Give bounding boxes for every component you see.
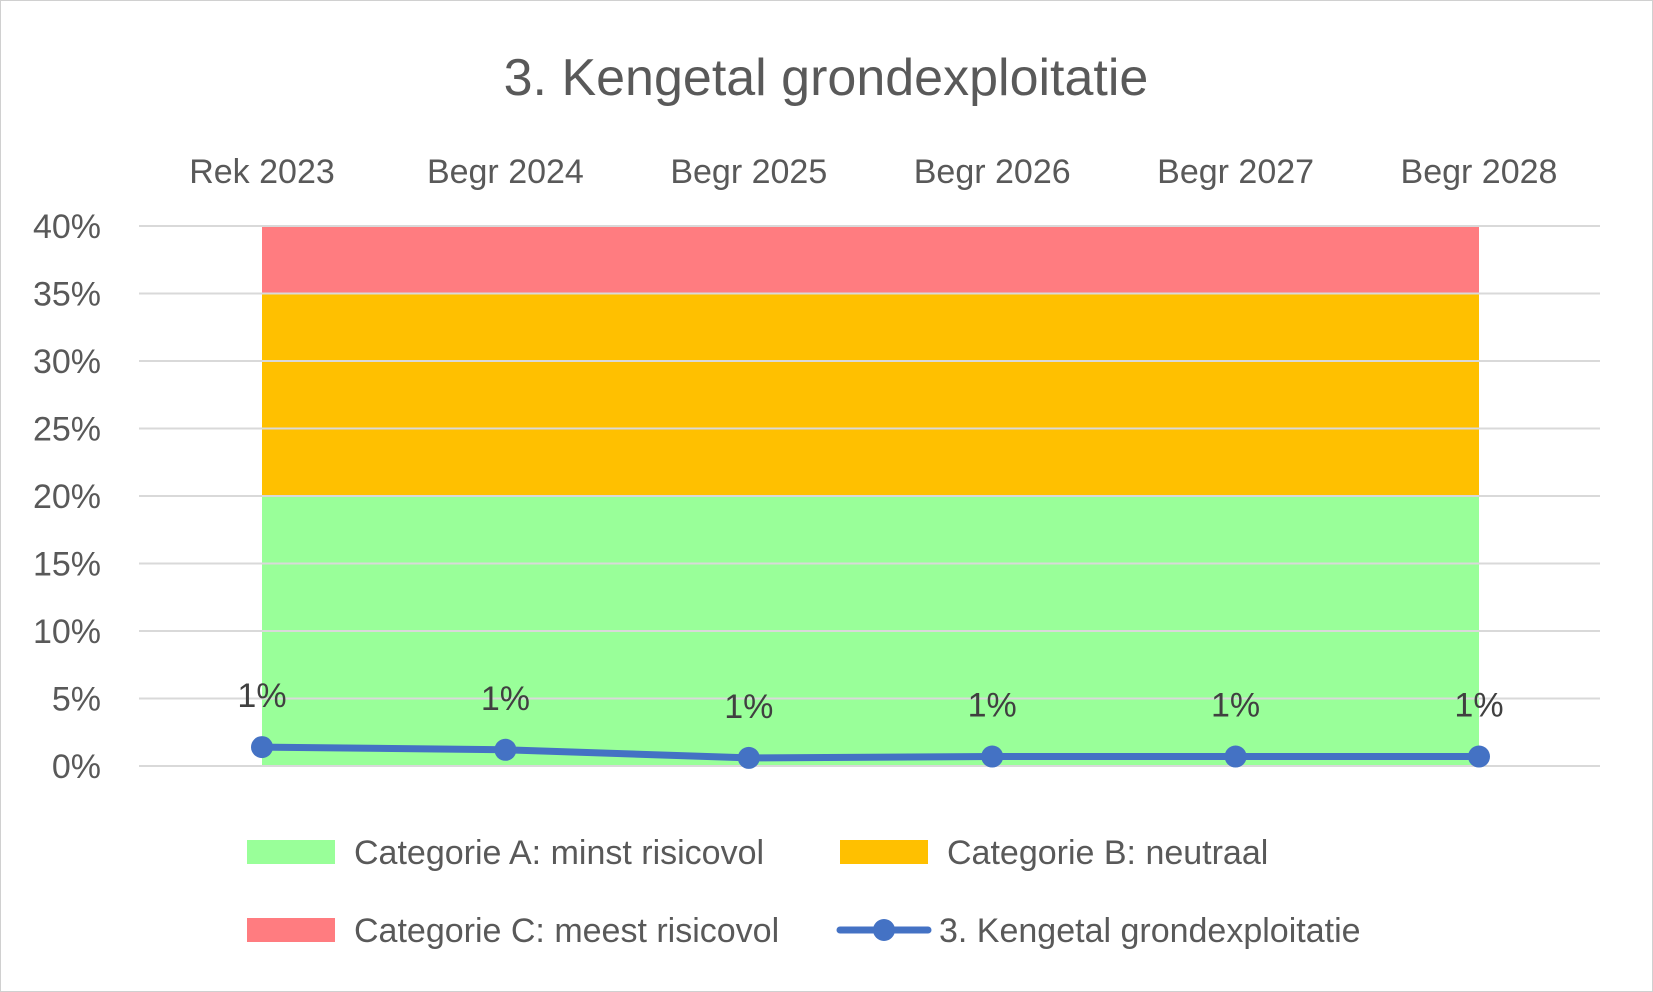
y-tick-label: 15% bbox=[33, 546, 101, 584]
data-label: 1% bbox=[1211, 687, 1260, 725]
y-tick-label: 30% bbox=[33, 343, 101, 381]
data-label: 1% bbox=[968, 687, 1017, 725]
x-tick-label: Rek 2023 bbox=[189, 153, 335, 191]
legend-swatch-marker bbox=[873, 919, 895, 941]
legend-label: Categorie B: neutraal bbox=[947, 834, 1268, 872]
data-point bbox=[1468, 745, 1490, 768]
data-labels: 1% 1% 1% 1% 1% 1% bbox=[237, 677, 1503, 726]
legend-swatch bbox=[840, 840, 928, 864]
y-tick-label: 20% bbox=[33, 478, 101, 516]
x-axis: Rek 2023 Begr 2024 Begr 2025 Begr 2026 Begr … bbox=[189, 153, 1557, 191]
data-point bbox=[981, 745, 1004, 768]
data-point bbox=[737, 746, 760, 769]
gridlines bbox=[139, 225, 1600, 767]
series-line-layer bbox=[251, 736, 1490, 769]
legend-swatch bbox=[247, 918, 335, 942]
legend-swatch bbox=[247, 840, 335, 864]
legend-label: Categorie C: meest risicovol bbox=[354, 912, 779, 950]
y-tick-label: 0% bbox=[52, 748, 101, 786]
series-line bbox=[258, 743, 1483, 762]
data-label: 1% bbox=[237, 677, 286, 715]
y-tick-label: 35% bbox=[33, 276, 101, 314]
y-tick-label: 25% bbox=[33, 411, 101, 449]
x-tick-label: Begr 2024 bbox=[427, 153, 584, 191]
data-label: 1% bbox=[724, 688, 773, 726]
y-tick-label: 40% bbox=[33, 208, 101, 246]
y-axis: 0% 5% 10% 15% 20% 25% 30% 35% 40% bbox=[33, 208, 101, 786]
band-b bbox=[262, 293, 1479, 496]
data-point bbox=[1224, 745, 1247, 768]
data-label: 1% bbox=[1454, 687, 1503, 725]
data-label: 1% bbox=[481, 680, 530, 718]
x-tick-label: Begr 2026 bbox=[914, 153, 1071, 191]
data-point bbox=[251, 736, 273, 759]
x-tick-label: Begr 2025 bbox=[670, 153, 827, 191]
category-bands bbox=[262, 226, 1479, 766]
y-tick-label: 5% bbox=[52, 681, 101, 719]
legend-label: Categorie A: minst risicovol bbox=[354, 834, 764, 872]
y-tick-label: 10% bbox=[33, 613, 101, 651]
legend-label: 3. Kengetal grondexploitatie bbox=[939, 912, 1361, 950]
data-point bbox=[494, 738, 517, 761]
band-c bbox=[262, 226, 1479, 294]
x-tick-label: Begr 2028 bbox=[1401, 153, 1558, 191]
x-tick-label: Begr 2027 bbox=[1157, 153, 1314, 191]
legend: Categorie A: minst risicovol Categorie B:… bbox=[247, 834, 1361, 950]
chart-title: 3. Kengetal grondexploitatie bbox=[504, 49, 1149, 107]
